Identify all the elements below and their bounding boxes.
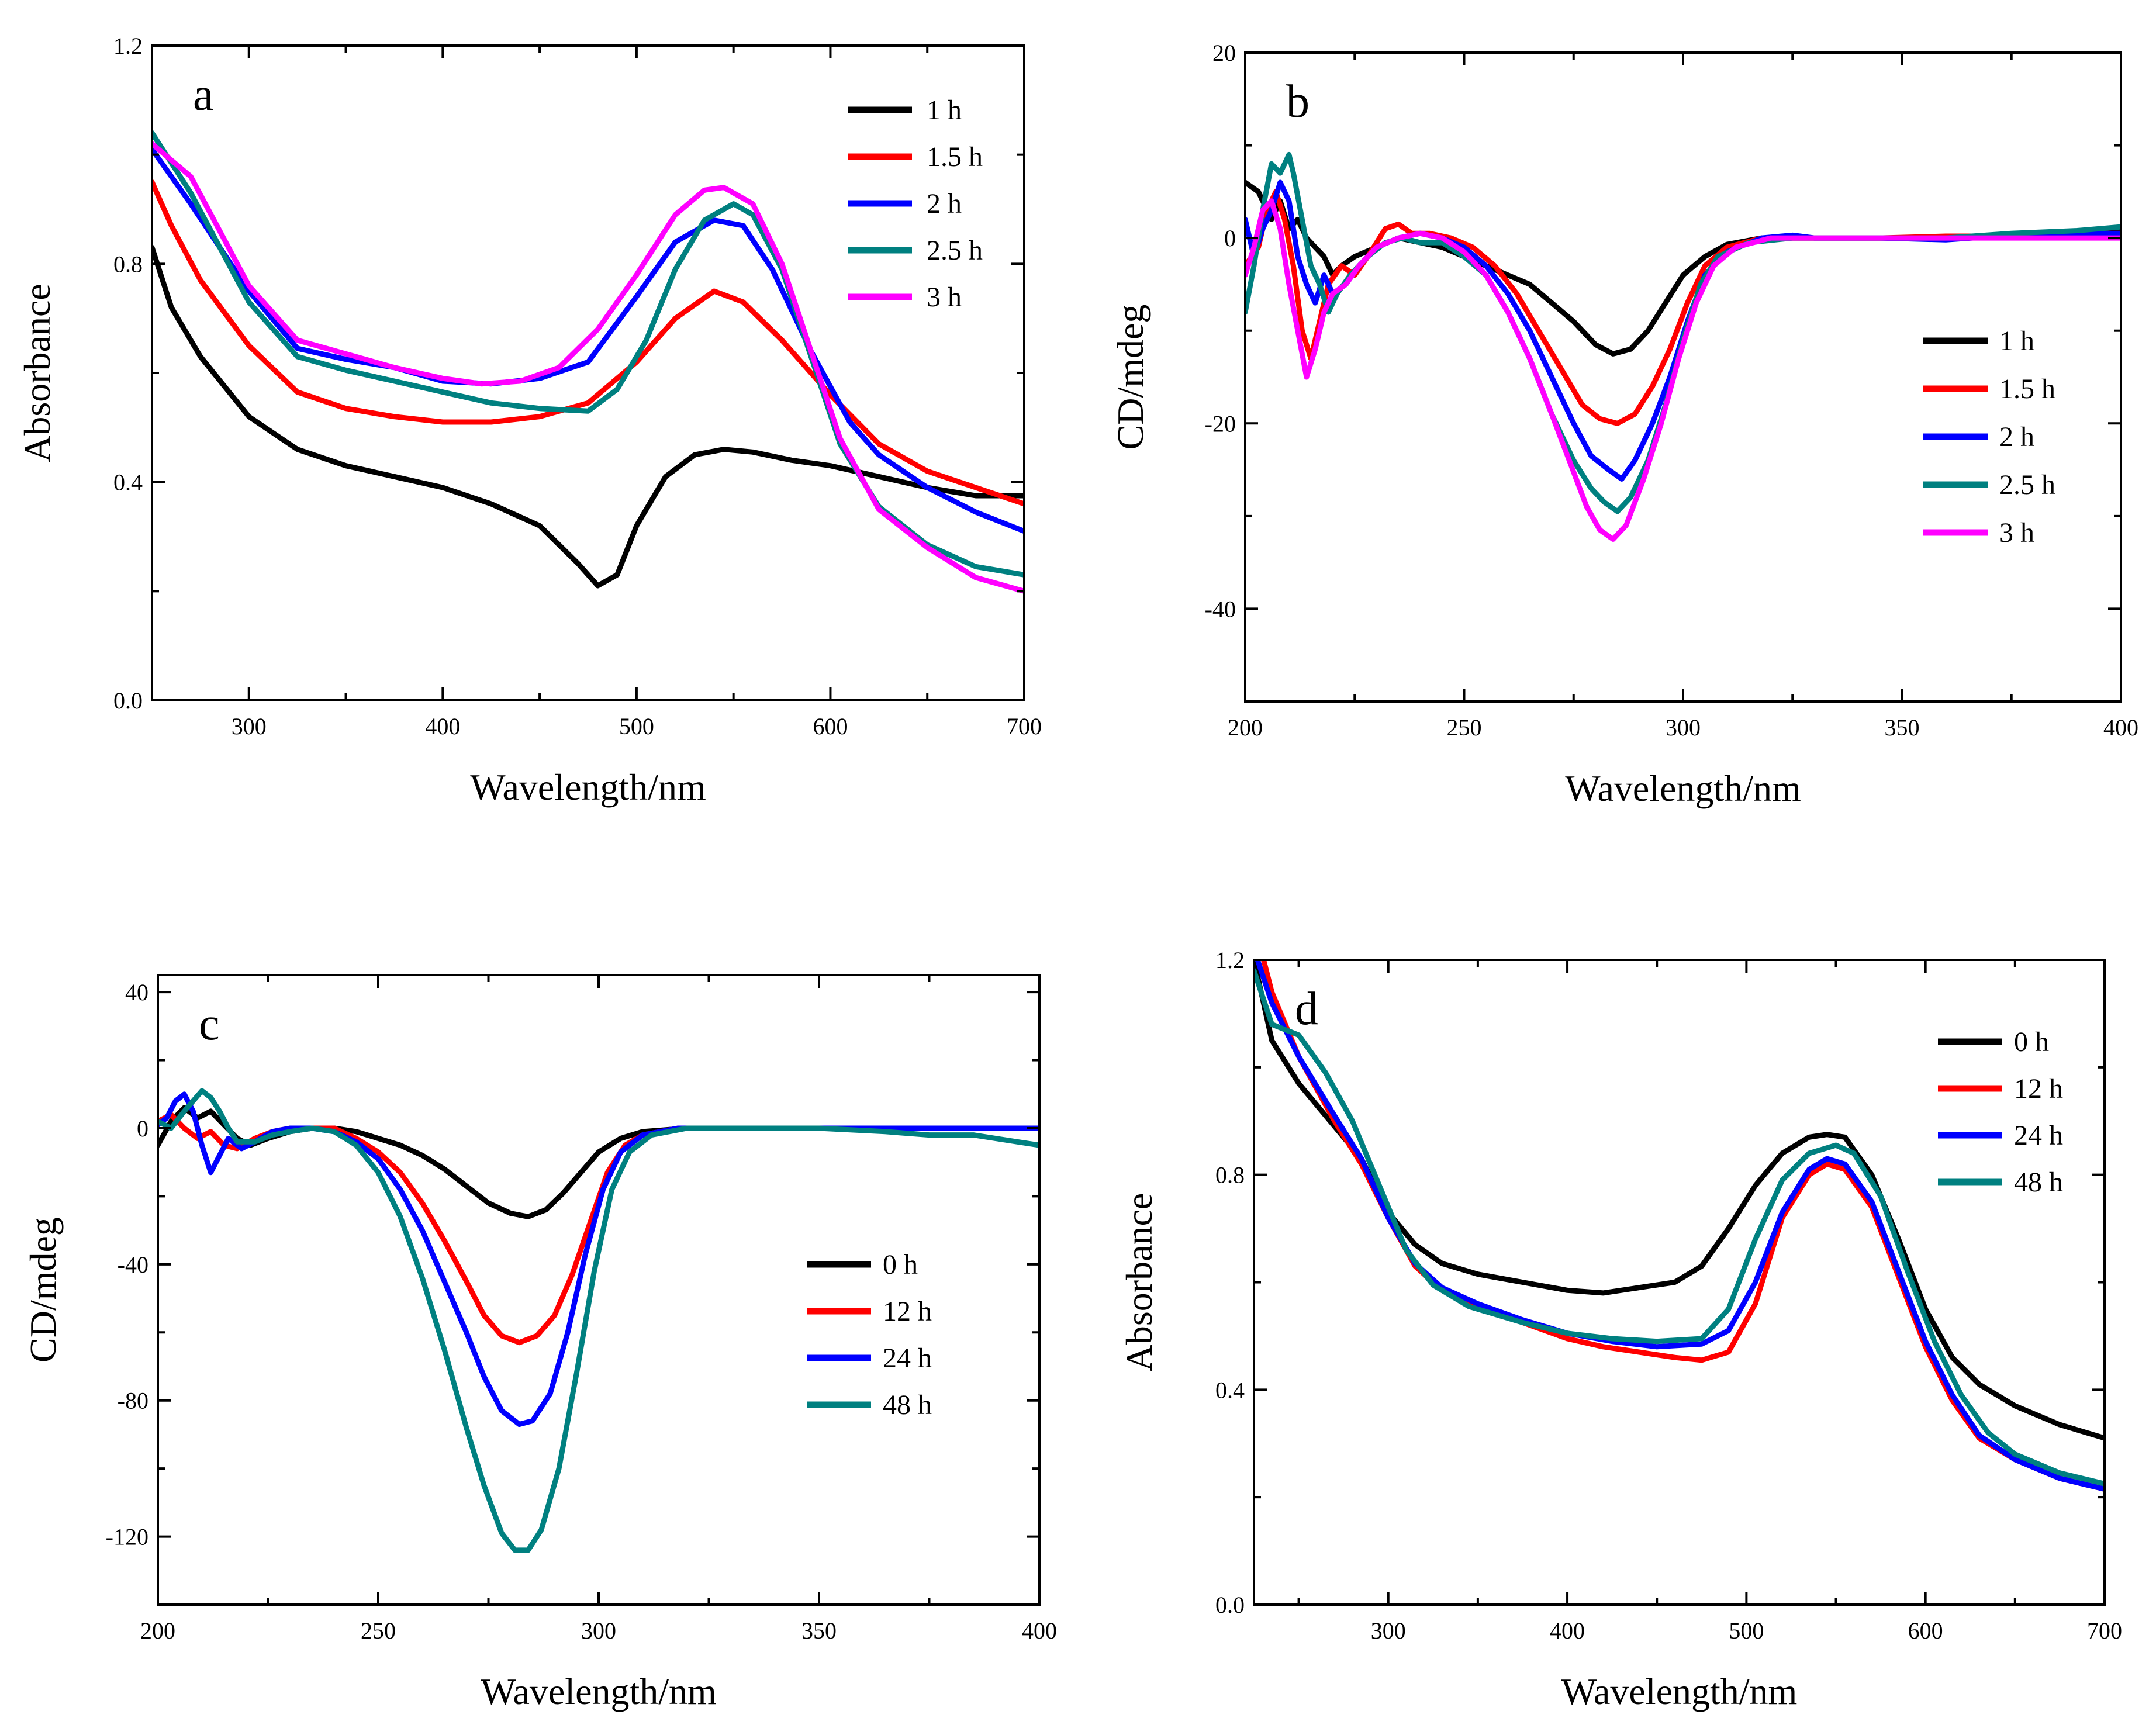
y-tick-label: 0 — [137, 1115, 148, 1142]
legend-label: 1.5 h — [927, 141, 983, 172]
legend-label: 2.5 h — [1999, 469, 2055, 500]
panel-letter: a — [193, 69, 214, 120]
x-tick-label: 500 — [1729, 1618, 1764, 1644]
legend-label: 1 h — [1999, 326, 2034, 357]
y-tick-label: 1.2 — [1215, 947, 1245, 973]
legend: 1 h 1.5 h 2 h 2.5 h 3 h — [1923, 326, 2055, 548]
y-tick-label: 0.0 — [113, 687, 143, 714]
y-tick-label: -120 — [106, 1524, 148, 1550]
y-tick-label: 0.0 — [1215, 1592, 1245, 1618]
panel-d: 300 400 500 600 700 0.0 0.4 0.8 1.2 Wavelength/nm… — [1118, 947, 2122, 1712]
x-tick-label: 250 — [361, 1618, 396, 1644]
panel-letter: b — [1286, 76, 1310, 127]
y-tick-label: -40 — [1205, 596, 1236, 622]
y-tick-label: -40 — [118, 1252, 148, 1278]
legend-label: 12 h — [2014, 1073, 2063, 1104]
legend: 0 h 12 h 24 h 48 h — [807, 1249, 932, 1421]
x-tick-label: 300 — [1371, 1618, 1406, 1644]
y-tick-label: 1.2 — [113, 33, 143, 59]
series-line-48h — [158, 1088, 1039, 1553]
y-tick-label: 0.8 — [1215, 1162, 1245, 1188]
legend-label: 1 h — [927, 95, 962, 126]
x-tick-label: 250 — [1447, 714, 1482, 741]
series-line-2h — [152, 146, 1024, 534]
y-tick-label: 0.4 — [113, 469, 143, 496]
x-tick-label: 500 — [619, 713, 654, 739]
series-line-48h — [1254, 967, 2105, 1487]
legend-label: 12 h — [883, 1296, 932, 1327]
x-tick-label: 300 — [232, 713, 267, 739]
legend-label: 1.5 h — [1999, 374, 2055, 405]
series-line-1h — [152, 244, 1024, 589]
y-axis-title: CD/mdeg — [22, 1217, 64, 1363]
legend: 1 h 1.5 h 2 h 2.5 h 3 h — [848, 95, 983, 313]
legend-label: 2 h — [1999, 421, 2034, 452]
y-tick-label: 0.4 — [1215, 1377, 1245, 1403]
y-axis-title: CD/mdeg — [1110, 305, 1151, 450]
legend-label: 24 h — [883, 1343, 932, 1374]
y-tick-label: 0.8 — [113, 251, 143, 277]
series-line-1-5h — [152, 179, 1024, 507]
series-line-3h — [1245, 198, 2121, 542]
series-line-3h — [152, 141, 1024, 594]
series-line-24h — [1255, 960, 2105, 1492]
legend-label: 2 h — [927, 188, 962, 219]
legend-label: 3 h — [927, 282, 962, 313]
x-tick-label: 200 — [1228, 714, 1263, 741]
x-tick-label: 600 — [813, 713, 848, 739]
x-axis-title: Wavelength/nm — [481, 1671, 717, 1712]
x-tick-label: 400 — [1550, 1618, 1585, 1644]
legend-label: 24 h — [2014, 1120, 2063, 1151]
panel-c: 200 250 300 350 400 -120 -80 -40 0 40 Wavelength/n… — [22, 974, 1057, 1712]
legend-label: 0 h — [883, 1249, 918, 1280]
x-tick-label: 400 — [1022, 1618, 1057, 1644]
x-axis-title: Wavelength/nm — [470, 766, 706, 808]
legend-label: 48 h — [2014, 1167, 2063, 1198]
y-tick-label: -20 — [1205, 410, 1236, 437]
x-tick-label: 700 — [2087, 1618, 2122, 1644]
x-tick-label: 300 — [1666, 714, 1701, 741]
x-tick-label: 400 — [425, 713, 460, 739]
y-tick-label: 40 — [125, 979, 148, 1005]
x-tick-label: 350 — [801, 1618, 837, 1644]
y-tick-label: -80 — [118, 1388, 148, 1414]
legend-label: 2.5 h — [927, 235, 983, 266]
legend-label: 48 h — [883, 1390, 932, 1421]
panel-letter: d — [1295, 983, 1318, 1035]
x-tick-label: 400 — [2103, 714, 2138, 741]
x-axis-title: Wavelength/nm — [1561, 1671, 1798, 1712]
y-axis-title: Absorbance — [16, 284, 58, 462]
legend: 0 h 12 h 24 h 48 h — [1938, 1027, 2063, 1198]
x-tick-label: 350 — [1885, 714, 1920, 741]
y-axis-title: Absorbance — [1118, 1193, 1160, 1372]
panel-b: 200 250 300 350 400 -40 -20 0 20 Wavelength/nm CD/… — [1110, 40, 2138, 809]
legend-label: 3 h — [1999, 517, 2034, 548]
series-line-24h — [158, 1091, 1039, 1427]
x-tick-label: 200 — [140, 1618, 175, 1644]
y-tick-label: 20 — [1212, 40, 1236, 66]
panel-letter: c — [199, 998, 220, 1050]
series-group — [1254, 960, 2105, 1492]
series-group — [152, 130, 1024, 594]
series-group — [158, 1088, 1039, 1553]
x-tick-label: 600 — [1908, 1618, 1943, 1644]
x-tick-label: 700 — [1007, 713, 1042, 739]
x-tick-label: 300 — [581, 1618, 616, 1644]
panel-a: 300 400 500 600 700 0.0 0.4 0.8 1.2 Wavelength/nm… — [16, 33, 1042, 808]
legend-label: 0 h — [2014, 1027, 2049, 1057]
series-group — [1245, 151, 2121, 542]
y-tick-label: 0 — [1224, 225, 1236, 251]
x-axis-title: Wavelength/nm — [1565, 768, 1801, 809]
